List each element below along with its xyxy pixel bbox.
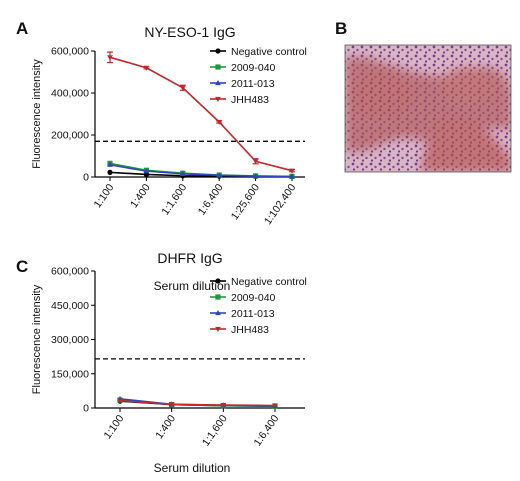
y-tick-label: 600,000 xyxy=(51,266,89,278)
legend-label: 2009-040 xyxy=(231,292,276,304)
data-point xyxy=(289,168,295,174)
legend-marker xyxy=(215,294,221,300)
data-point xyxy=(272,403,278,409)
y-tick-label: 400,000 xyxy=(51,88,89,100)
legend-marker xyxy=(215,80,221,86)
data-point xyxy=(107,169,113,175)
data-point xyxy=(216,172,223,178)
x-tick-label: 1:400 xyxy=(128,182,153,211)
y-axis-label: Fluorescence intensity xyxy=(31,59,43,169)
y-tick-label: 200,000 xyxy=(51,130,89,142)
data-point xyxy=(289,173,295,179)
x-tick-label: 1:400 xyxy=(153,413,178,442)
data-point xyxy=(216,119,223,125)
y-tick-label: 600,000 xyxy=(51,46,89,58)
x-tick-label: 1:6,400 xyxy=(196,182,226,218)
panel-b-letter: B xyxy=(335,19,347,38)
legend-marker xyxy=(215,64,221,70)
y-tick-label: 300,000 xyxy=(51,334,89,346)
legend-label: JHH483 xyxy=(231,94,269,106)
y-tick-label: 150,000 xyxy=(51,368,89,380)
data-point xyxy=(220,402,227,409)
x-tick-label: 1:102,400 xyxy=(262,182,299,227)
series-line xyxy=(109,56,293,172)
chart-title: NY-ESO-1 IgG xyxy=(144,24,235,40)
data-point xyxy=(252,173,259,179)
x-tick-label: 1:100 xyxy=(92,182,117,211)
chart-title: DHFR IgG xyxy=(157,250,222,266)
y-tick-label: 0 xyxy=(83,403,89,415)
data-point xyxy=(179,170,186,176)
y-tick-label: 0 xyxy=(83,172,89,184)
data-point xyxy=(179,85,186,91)
legend-marker xyxy=(215,278,221,284)
data-point xyxy=(168,402,175,408)
data-point xyxy=(252,159,259,165)
legend-label: Negative control xyxy=(231,276,307,288)
x-tick-label: 1:25,600 xyxy=(229,182,262,222)
legend-marker xyxy=(215,326,221,332)
x-axis-label: Serum dilution xyxy=(154,279,231,293)
y-tick-label: 450,000 xyxy=(51,300,89,312)
legend-label: Negative control xyxy=(231,46,307,58)
legend-marker xyxy=(215,96,221,102)
tissue-image-frame xyxy=(344,44,512,173)
legend-label: JHH483 xyxy=(231,324,269,336)
x-tick-label: 1:6,400 xyxy=(252,413,282,449)
data-point xyxy=(107,161,113,167)
data-point xyxy=(107,55,113,61)
legend-marker xyxy=(215,310,221,316)
y-axis-label: Fluorescence intensity xyxy=(31,284,43,394)
data-point xyxy=(143,168,150,174)
panel-c-letter: C xyxy=(16,257,28,276)
x-tick-label: 1:100 xyxy=(102,413,127,442)
data-point xyxy=(143,65,150,71)
tissue-image xyxy=(345,45,511,172)
data-point xyxy=(117,398,123,404)
x-axis-label: Serum dilution xyxy=(154,461,231,475)
series-line xyxy=(119,399,276,407)
x-tick-label: 1:1,600 xyxy=(200,413,230,449)
x-tick-label: 1:1,600 xyxy=(159,182,189,218)
legend-label: 2011-013 xyxy=(231,308,275,320)
panel-a-letter: A xyxy=(16,19,28,38)
legend-label: 2011-013 xyxy=(231,78,275,90)
legend-marker xyxy=(215,48,221,54)
legend-label: 2009-040 xyxy=(231,62,276,74)
series-line xyxy=(109,164,293,178)
